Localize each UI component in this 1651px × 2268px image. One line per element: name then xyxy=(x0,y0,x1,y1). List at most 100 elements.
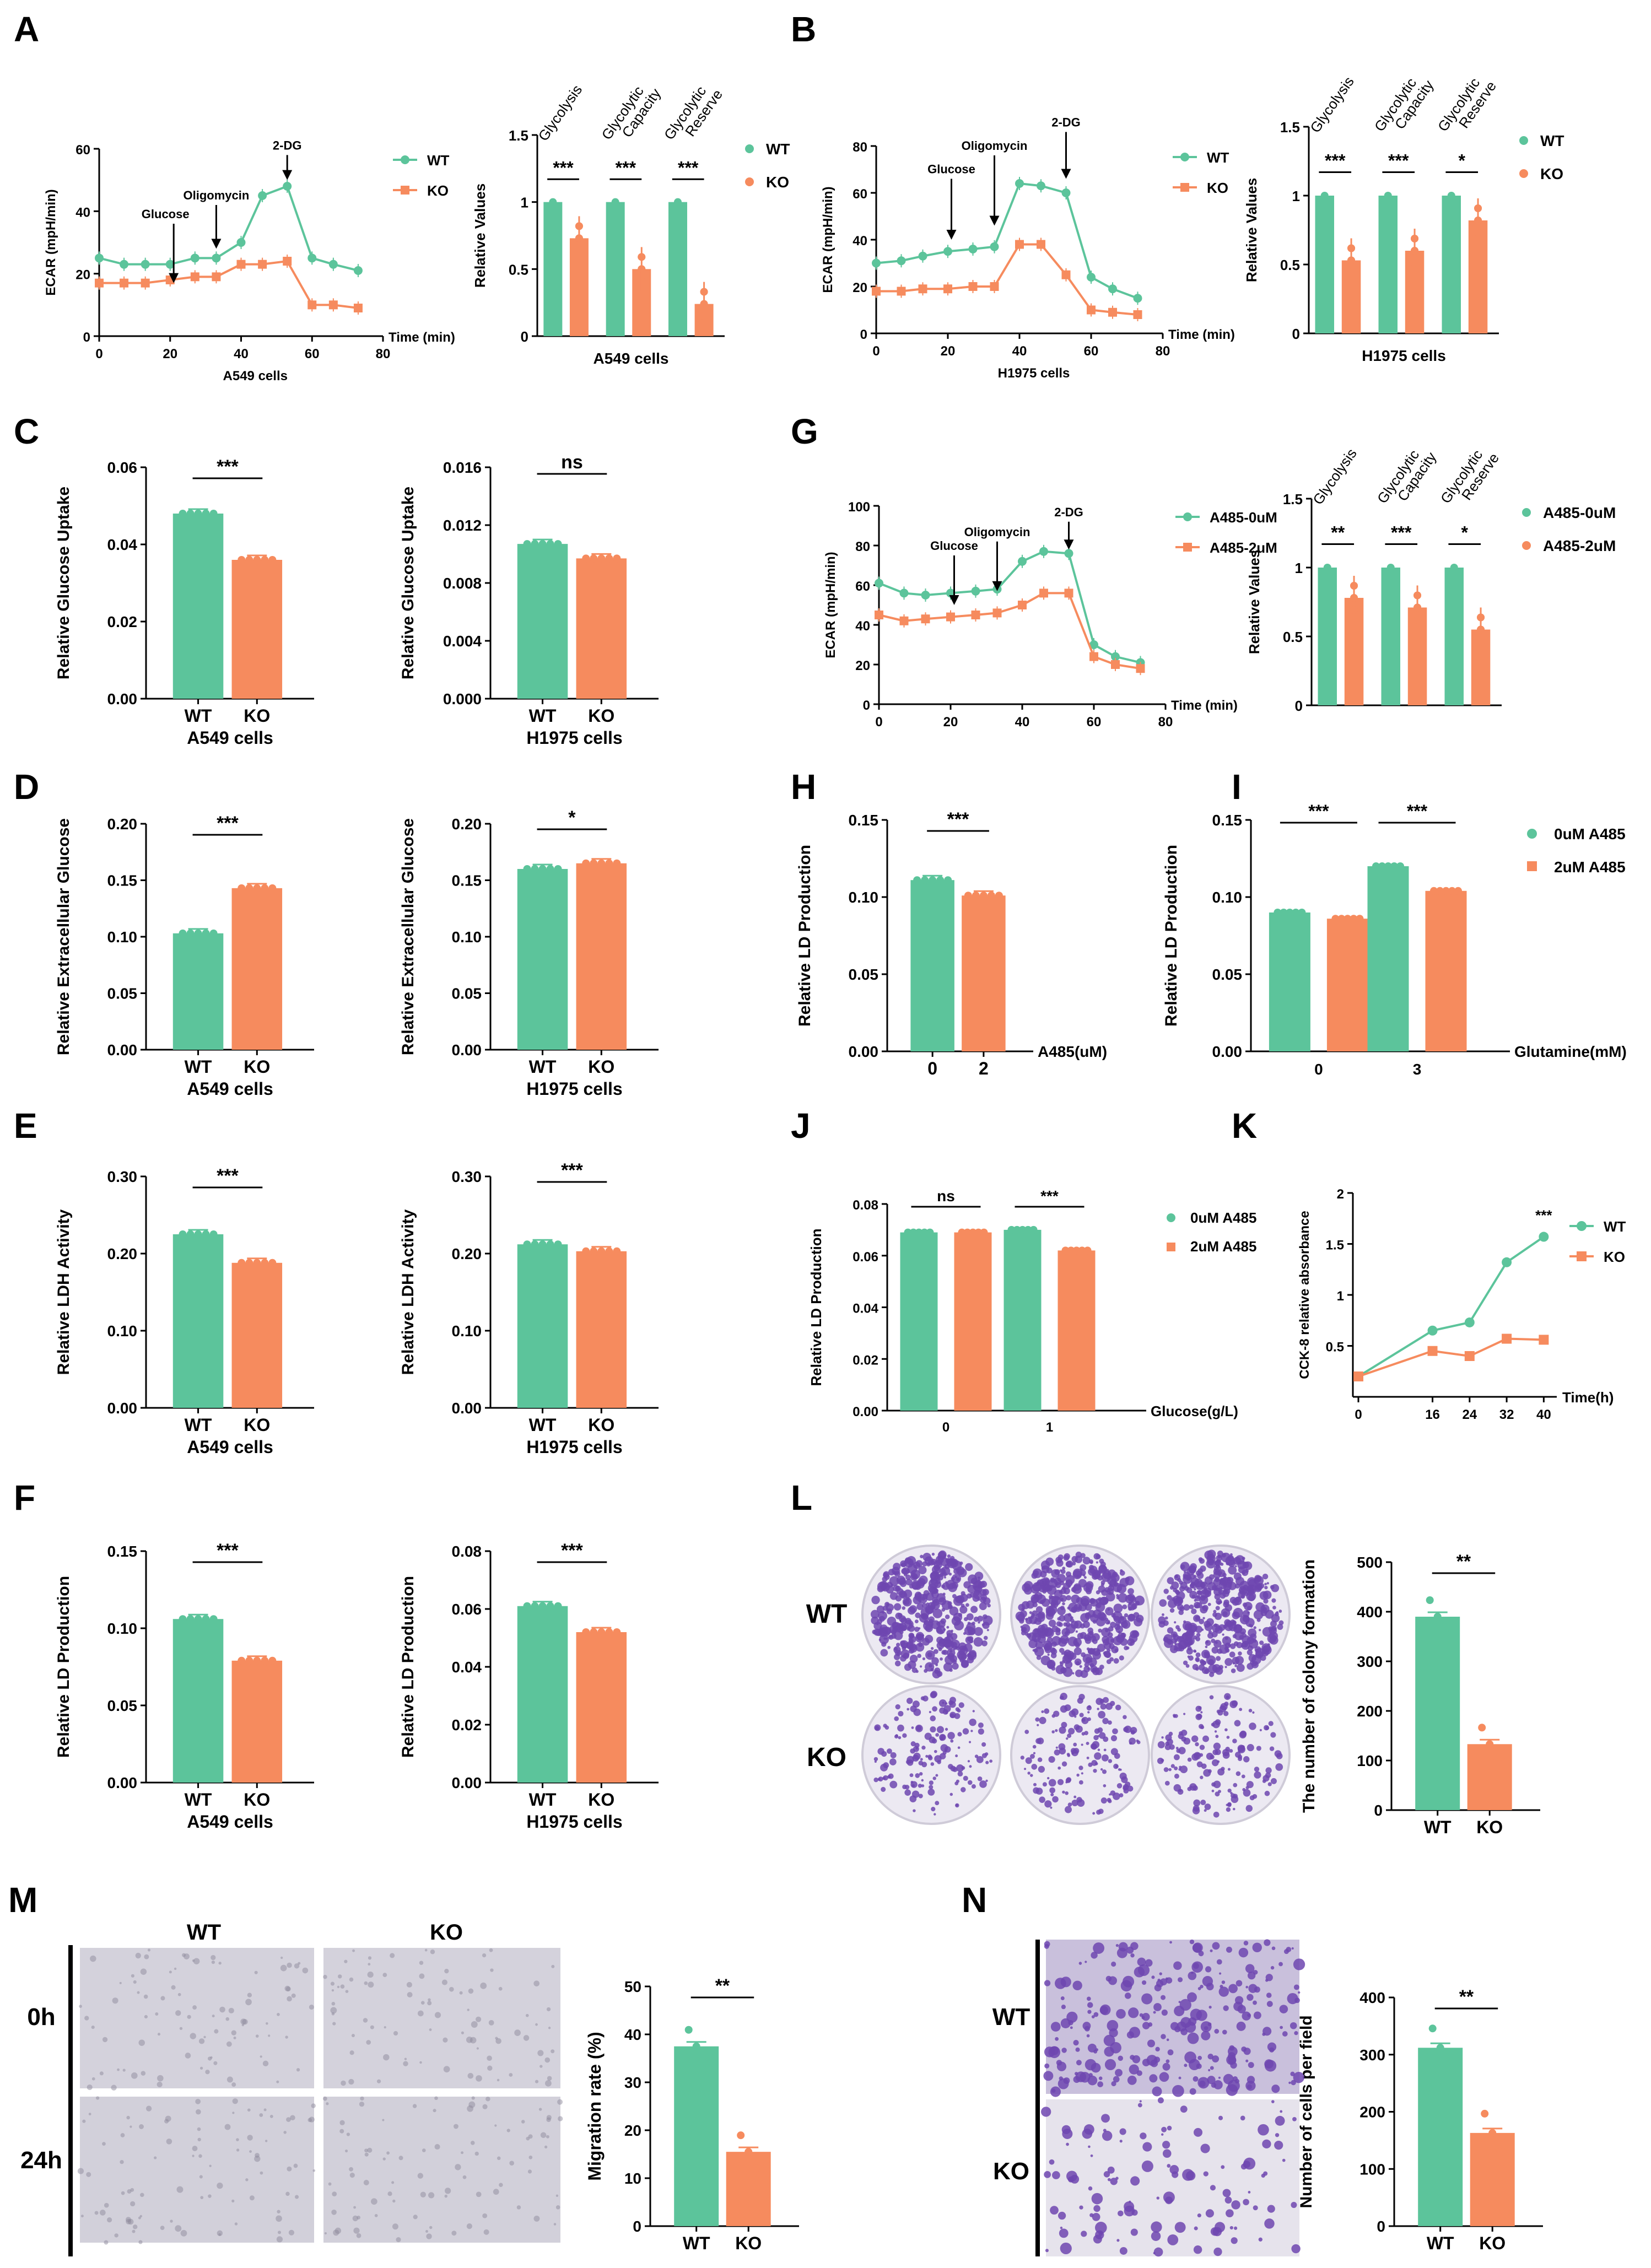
colony xyxy=(1060,1693,1067,1700)
data-dot xyxy=(979,892,988,900)
cell-speck xyxy=(77,2168,84,2174)
colony xyxy=(1248,1638,1259,1649)
cell-speck xyxy=(483,2229,489,2235)
data-dot xyxy=(538,1240,547,1249)
cell-speck xyxy=(1161,2126,1167,2132)
colony xyxy=(1178,1635,1184,1642)
bar-ko xyxy=(576,558,627,699)
data-point xyxy=(1015,179,1024,188)
cell-speck xyxy=(157,2033,161,2036)
colony xyxy=(1198,1664,1205,1671)
cell-speck xyxy=(374,2214,378,2217)
colony xyxy=(1093,1769,1097,1773)
cell-speck xyxy=(434,2012,441,2018)
cell-speck xyxy=(180,2229,187,2237)
cell-speck xyxy=(226,2076,233,2083)
data-point xyxy=(1018,557,1027,566)
cell-speck xyxy=(117,2068,120,2071)
colony xyxy=(1205,1640,1209,1644)
data-dot xyxy=(186,1615,195,1623)
data-dot xyxy=(531,540,539,548)
colony xyxy=(1092,1667,1100,1676)
colony xyxy=(871,1616,879,1625)
colony xyxy=(909,1638,914,1644)
x-tick-label: KO xyxy=(735,2233,762,2253)
cell-speck xyxy=(1088,2186,1093,2191)
data-dot xyxy=(964,892,972,900)
cell-speck xyxy=(382,2119,385,2121)
cell-speck xyxy=(383,2054,390,2061)
data-dot xyxy=(1450,564,1458,571)
cell-speck xyxy=(1162,2141,1170,2149)
colony xyxy=(1215,1735,1219,1738)
colony xyxy=(1037,1724,1039,1726)
colony xyxy=(895,1704,900,1710)
colony xyxy=(1048,1595,1053,1600)
cell-speck xyxy=(1134,1967,1145,1978)
colony xyxy=(1106,1659,1112,1665)
bar-wt xyxy=(517,869,568,1050)
legend-label: WT xyxy=(1540,132,1564,149)
colony xyxy=(1231,1793,1235,1799)
colony xyxy=(1090,1561,1093,1564)
cell-speck xyxy=(131,1974,134,1978)
colony xyxy=(917,1654,921,1659)
data-dot xyxy=(684,2026,693,2034)
colony xyxy=(1214,1730,1217,1733)
colony xyxy=(1186,1587,1193,1594)
data-dot xyxy=(253,1656,261,1665)
cell-speck xyxy=(1111,2081,1116,2087)
colony xyxy=(1123,1785,1128,1791)
column-label-wt: WT xyxy=(187,1920,221,1945)
colony xyxy=(987,1603,991,1608)
legend-marker xyxy=(1167,1213,1175,1222)
colony xyxy=(877,1619,883,1624)
y-tick-label: 10 xyxy=(624,2170,641,2187)
colony xyxy=(1200,1775,1204,1779)
colony xyxy=(1247,1577,1256,1587)
colony xyxy=(1254,1771,1261,1779)
colony xyxy=(1189,1583,1195,1589)
data-point xyxy=(328,260,338,269)
cell-speck xyxy=(466,2223,472,2229)
colony xyxy=(918,1627,921,1630)
colony xyxy=(1047,1653,1050,1656)
cell-speck xyxy=(1254,1986,1260,1993)
data-point xyxy=(353,266,363,275)
colony xyxy=(935,1733,940,1737)
cell-speck xyxy=(1252,1942,1262,1953)
cell-speck xyxy=(111,2085,117,2091)
cell-speck xyxy=(1090,2154,1093,2157)
colony xyxy=(1197,1568,1204,1574)
colony xyxy=(1179,1606,1185,1612)
y-axis-label: ECAR (mpH/min) xyxy=(821,186,835,293)
cell-speck xyxy=(1128,2007,1139,2018)
colony xyxy=(1244,1592,1249,1596)
cell-speck xyxy=(1196,2063,1202,2069)
colony xyxy=(931,1620,941,1629)
colony xyxy=(1085,1657,1092,1663)
cell-speck xyxy=(1141,2160,1153,2172)
colony xyxy=(1052,1796,1059,1803)
data-dot xyxy=(245,1259,253,1267)
colony xyxy=(1234,1664,1238,1667)
colony xyxy=(973,1616,979,1622)
data-dot xyxy=(1350,915,1358,923)
colony xyxy=(1125,1781,1131,1788)
colony xyxy=(930,1762,935,1766)
cell-speck xyxy=(1279,2005,1288,2013)
data-point xyxy=(1087,305,1096,315)
cell-speck xyxy=(236,2138,239,2141)
cell-speck xyxy=(1059,2076,1064,2081)
cell-speck xyxy=(1231,2237,1238,2244)
cell-speck xyxy=(368,1981,374,1988)
colony xyxy=(1098,1710,1106,1719)
cell-speck xyxy=(196,2109,201,2115)
data-dot xyxy=(1444,2063,1452,2071)
colony xyxy=(1073,1724,1080,1730)
bar-control xyxy=(1318,568,1337,705)
colony xyxy=(1259,1591,1269,1600)
colony xyxy=(960,1653,967,1660)
colony xyxy=(1074,1715,1077,1718)
